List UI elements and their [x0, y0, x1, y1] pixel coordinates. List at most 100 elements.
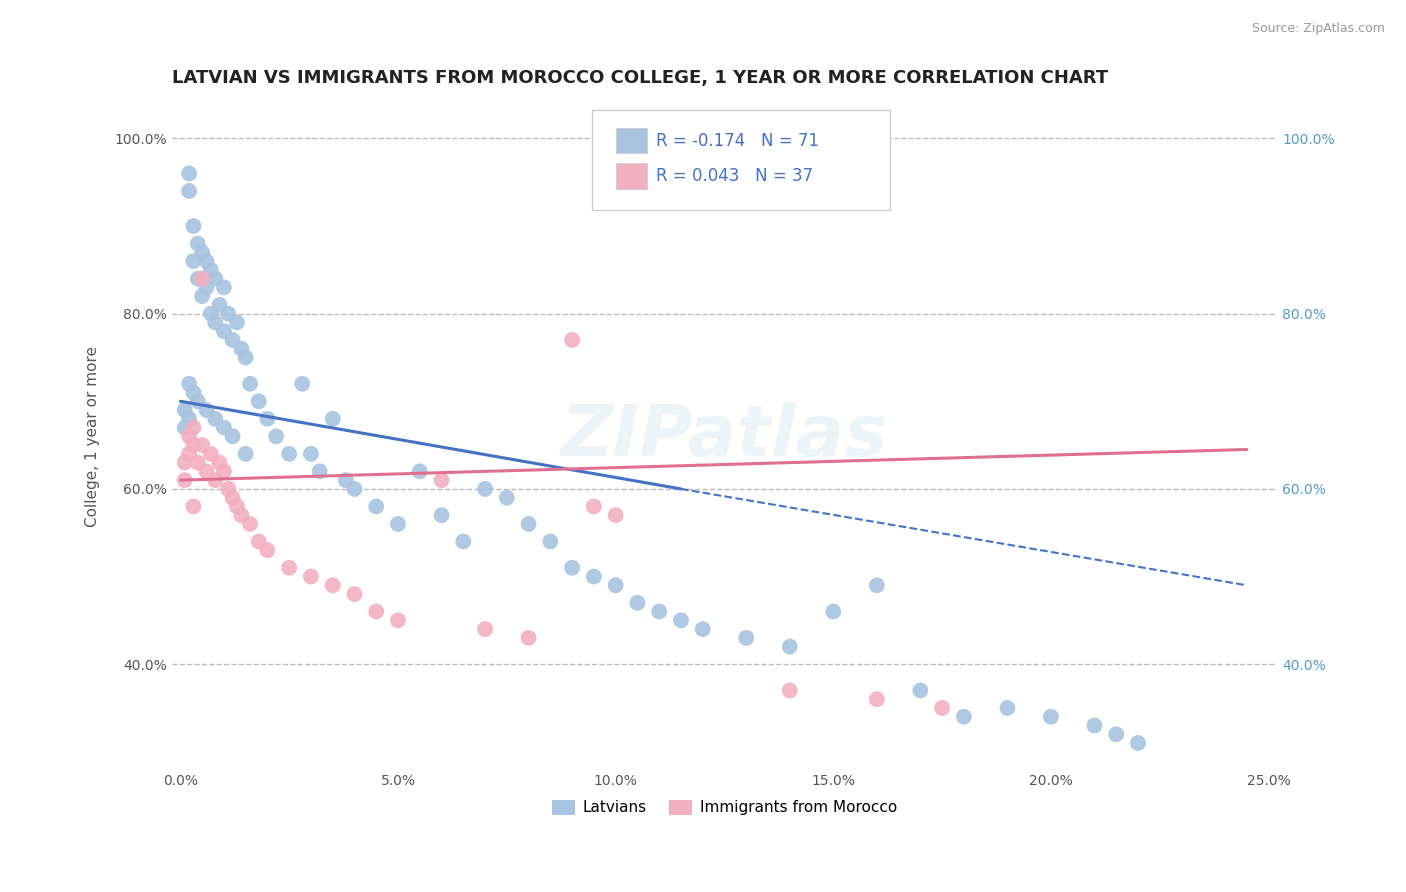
Point [256, 543, 278, 558]
Point [335, 473, 357, 487]
Point [517, 516, 540, 531]
Point [183, 385, 205, 400]
Point [204, 271, 226, 285]
Point [343, 482, 366, 496]
Point [866, 692, 889, 706]
Point [221, 333, 243, 347]
Point [195, 464, 218, 478]
Point [278, 561, 301, 575]
Point [823, 605, 845, 619]
Point [177, 429, 200, 443]
Point [1105, 727, 1128, 741]
Point [200, 447, 222, 461]
Point [208, 456, 231, 470]
Point [866, 578, 889, 592]
Point [183, 254, 205, 268]
Text: R = 0.043   N = 37: R = 0.043 N = 37 [657, 167, 813, 185]
Legend: Latvians, Immigrants from Morocco: Latvians, Immigrants from Morocco [546, 793, 903, 822]
Point [173, 473, 195, 487]
Point [953, 710, 976, 724]
Point [183, 500, 205, 514]
Point [387, 613, 409, 627]
Point [239, 376, 262, 391]
Point [191, 438, 214, 452]
Point [187, 394, 209, 409]
Point [204, 315, 226, 329]
Point [191, 289, 214, 303]
Point [177, 412, 200, 426]
Point [582, 569, 605, 583]
Point [910, 683, 932, 698]
Point [177, 184, 200, 198]
Point [474, 482, 496, 496]
Text: R = -0.174   N = 71: R = -0.174 N = 71 [657, 132, 818, 150]
Point [430, 473, 453, 487]
Point [779, 640, 801, 654]
Point [204, 412, 226, 426]
Point [605, 508, 627, 523]
Point [226, 500, 249, 514]
Point [343, 587, 366, 601]
Point [221, 491, 243, 505]
Point [187, 236, 209, 251]
Point [517, 631, 540, 645]
Point [195, 280, 218, 294]
Point [212, 464, 235, 478]
Point [1039, 710, 1062, 724]
Point [235, 351, 257, 365]
Text: Source: ZipAtlas.com: Source: ZipAtlas.com [1251, 22, 1385, 36]
Point [173, 420, 195, 434]
Point [247, 534, 270, 549]
Point [1083, 718, 1105, 732]
Point [626, 596, 648, 610]
Text: ZIPatlas: ZIPatlas [561, 401, 889, 471]
Point [247, 394, 270, 409]
Point [177, 447, 200, 461]
FancyBboxPatch shape [616, 128, 647, 153]
Point [212, 324, 235, 338]
Point [177, 166, 200, 180]
Point [200, 307, 222, 321]
Point [582, 500, 605, 514]
Point [226, 315, 249, 329]
Point [299, 447, 322, 461]
Point [212, 280, 235, 294]
Point [474, 622, 496, 636]
Point [195, 403, 218, 417]
Point [187, 271, 209, 285]
Point [453, 534, 475, 549]
Point [235, 447, 257, 461]
Point [195, 254, 218, 268]
Point [231, 508, 253, 523]
Point [299, 569, 322, 583]
Point [648, 605, 671, 619]
Point [308, 464, 330, 478]
Point [217, 307, 239, 321]
Point [1126, 736, 1149, 750]
Point [366, 605, 388, 619]
Point [217, 482, 239, 496]
Point [561, 561, 583, 575]
Y-axis label: College, 1 year or more: College, 1 year or more [86, 346, 100, 527]
Point [256, 412, 278, 426]
Point [409, 464, 432, 478]
Point [264, 429, 287, 443]
Point [669, 613, 692, 627]
Point [208, 298, 231, 312]
Point [322, 578, 344, 592]
Point [291, 376, 314, 391]
Point [173, 403, 195, 417]
Point [177, 376, 200, 391]
Point [538, 534, 561, 549]
Point [322, 412, 344, 426]
Text: LATVIAN VS IMMIGRANTS FROM MOROCCO COLLEGE, 1 YEAR OR MORE CORRELATION CHART: LATVIAN VS IMMIGRANTS FROM MOROCCO COLLE… [172, 69, 1108, 87]
FancyBboxPatch shape [592, 110, 890, 210]
Point [204, 473, 226, 487]
Point [239, 516, 262, 531]
Point [561, 333, 583, 347]
Point [605, 578, 627, 592]
Point [779, 683, 801, 698]
Point [183, 420, 205, 434]
Point [278, 447, 301, 461]
Point [735, 631, 758, 645]
